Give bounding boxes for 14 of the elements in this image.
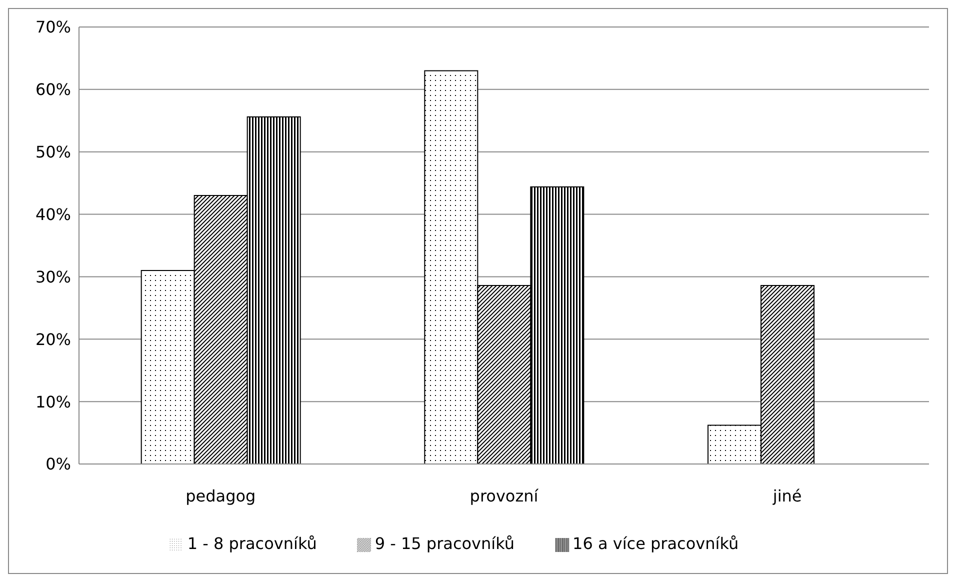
x-tick-label: pedagog xyxy=(186,486,256,506)
x-tick-label: provozní xyxy=(470,486,539,506)
legend-label: 9 - 15 pracovníků xyxy=(374,534,515,553)
y-tick-label: 0% xyxy=(46,454,71,474)
legend-label: 1 - 8 pracovníků xyxy=(187,534,317,553)
y-tick-label: 20% xyxy=(35,330,71,349)
y-tick-label: 30% xyxy=(35,267,71,286)
y-tick-label: 50% xyxy=(35,142,71,162)
x-tick-label: jiné xyxy=(772,486,802,506)
y-tick-label: 70% xyxy=(35,18,71,37)
y-tick-label: 60% xyxy=(35,80,71,100)
y-tick-label: 40% xyxy=(35,204,71,224)
y-tick-label: 10% xyxy=(35,392,71,412)
legend-label: 16 a více pracovníků xyxy=(572,534,739,553)
